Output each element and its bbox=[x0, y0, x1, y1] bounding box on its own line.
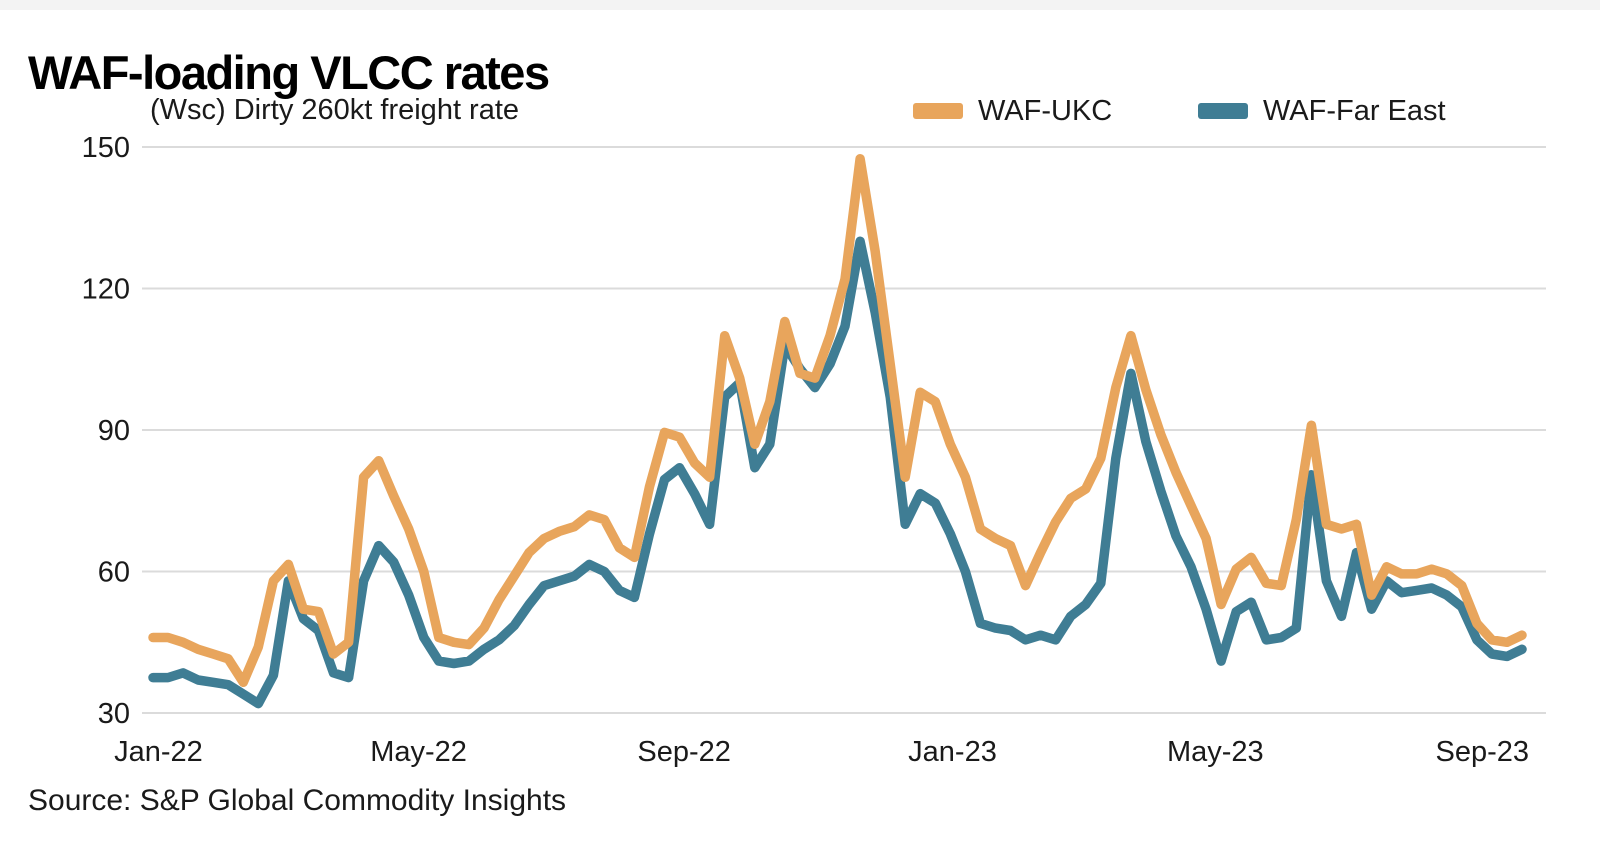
y-tick-label-60: 60 bbox=[98, 557, 130, 589]
y-tick-label-120: 120 bbox=[82, 274, 130, 306]
x-tick-label-May-23: May-23 bbox=[1167, 736, 1264, 768]
top-edge-strip bbox=[0, 0, 1600, 10]
y-tick-label-90: 90 bbox=[98, 415, 130, 447]
x-tick-label-Jan-22: Jan-22 bbox=[114, 736, 203, 768]
legend-swatch-waf-far-east-icon bbox=[1198, 103, 1248, 119]
chart-title: WAF-loading VLCC rates bbox=[28, 46, 550, 100]
series-line-waf-far-east bbox=[148, 236, 1527, 709]
x-tick-label-May-22: May-22 bbox=[370, 736, 467, 768]
y-tick-label-150: 150 bbox=[82, 132, 130, 164]
x-tick-label-Sep-23: Sep-23 bbox=[1436, 736, 1530, 768]
legend-item-waf-far-east: WAF-Far East bbox=[1198, 94, 1446, 128]
legend-label-waf-ukc: WAF-UKC bbox=[978, 94, 1113, 127]
legend-label-waf-far-east: WAF-Far East bbox=[1263, 94, 1446, 127]
y-tick-label-30: 30 bbox=[98, 698, 130, 730]
series-line-waf-ukc bbox=[148, 154, 1527, 688]
source-note: Source: S&P Global Commodity Insights bbox=[28, 784, 567, 817]
chart-subtitle: (Wsc) Dirty 260kt freight rate bbox=[150, 94, 520, 126]
legend-swatch-waf-ukc-icon bbox=[913, 103, 963, 119]
x-tick-label-Jan-23: Jan-23 bbox=[908, 736, 997, 768]
x-tick-label-Sep-22: Sep-22 bbox=[637, 736, 731, 768]
legend-item-waf-ukc: WAF-UKC bbox=[913, 94, 1112, 128]
